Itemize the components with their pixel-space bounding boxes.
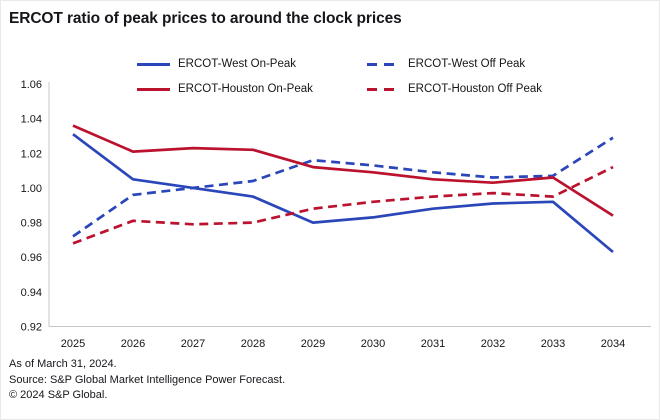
- legend-label: ERCOT-West Off Peak: [408, 58, 526, 70]
- series-line-ercot-houston-off-peak: [72, 165, 614, 245]
- chart-legend: ERCOT-West On-Peak ERCOT-West Off Peak ERC…: [137, 58, 542, 95]
- legend-label: ERCOT-Houston On-Peak: [178, 83, 313, 95]
- legend-item-ercot-west-on-peak: ERCOT-West On-Peak: [137, 58, 367, 70]
- solid-line-swatch: [137, 87, 170, 91]
- x-tick-label: 2033: [541, 338, 565, 350]
- y-tick-label: 0.96: [21, 252, 42, 264]
- y-tick-label: 0.92: [21, 322, 42, 334]
- series-line-ercot-west-off-peak: [72, 136, 614, 238]
- y-tick-label: 1.06: [21, 79, 42, 91]
- y-tick-label: 0.94: [21, 287, 42, 299]
- y-tick-label: 0.98: [21, 218, 42, 230]
- legend-item-ercot-west-off-peak: ERCOT-West Off Peak: [367, 58, 542, 70]
- x-tick-label: 2029: [301, 338, 325, 350]
- x-tick-label: 2031: [421, 338, 445, 350]
- dashed-line-swatch: [367, 62, 400, 66]
- line-chart: 0.92 0.94 0.96 0.98 1.00 1.02 1.04 1.06 2025 2026…: [21, 79, 651, 350]
- x-tick-label: 2030: [361, 338, 385, 350]
- legend-label: ERCOT-Houston Off Peak: [408, 83, 543, 95]
- x-tick-label: 2027: [181, 338, 205, 350]
- x-tick-label: 2025: [61, 338, 85, 350]
- y-tick-label: 1.00: [21, 183, 42, 195]
- copyright-note: © 2024 S&P Global.: [9, 389, 108, 401]
- series-line-ercot-houston-on-peak: [72, 124, 614, 217]
- legend-item-ercot-houston-on-peak: ERCOT-Houston On-Peak: [137, 83, 367, 95]
- dashed-line-swatch: [367, 87, 400, 91]
- legend-item-ercot-houston-off-peak: ERCOT-Houston Off Peak: [367, 83, 542, 95]
- x-tick-label: 2028: [241, 338, 265, 350]
- x-tick-label: 2026: [121, 338, 145, 350]
- as-of-note: As of March 31, 2024.: [9, 358, 117, 370]
- x-tick-label: 2034: [601, 338, 625, 350]
- source-note: Source: S&P Global Market Intelligence P…: [9, 373, 286, 386]
- solid-line-swatch: [137, 62, 170, 66]
- series-line-ercot-west-on-peak: [72, 133, 614, 254]
- chart-title: ERCOT ratio of peak prices to around the…: [9, 10, 402, 27]
- y-tick-label: 1.02: [21, 148, 42, 160]
- chart-footnotes: As of March 31, 2024. Source: S&P Global…: [9, 357, 285, 404]
- legend-label: ERCOT-West On-Peak: [178, 58, 297, 70]
- y-tick-label: 1.04: [21, 114, 42, 126]
- x-tick-label: 2032: [481, 338, 505, 350]
